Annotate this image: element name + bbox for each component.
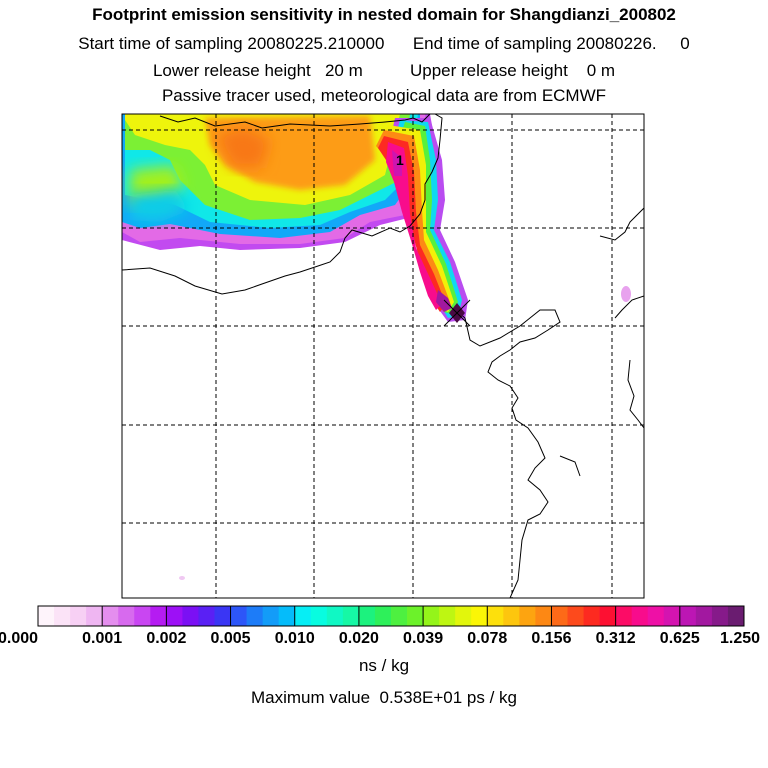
plume-station-core	[436, 290, 452, 312]
plume-pink	[386, 142, 442, 310]
lower-value: 20 m	[324, 61, 363, 80]
station-cross-b	[443, 299, 471, 327]
colorbar-cell	[278, 606, 296, 626]
patch-south	[179, 576, 185, 580]
chart-title: Footprint emission sensitivity in nested…	[92, 5, 676, 24]
upper-value: 0 m	[586, 61, 616, 80]
colorbar-cell	[535, 606, 552, 626]
colorbar-tick-label: 1.250	[719, 630, 761, 647]
colorbar-cell	[262, 606, 280, 626]
colorbar-cell	[599, 606, 617, 626]
coast-east	[599, 207, 644, 241]
colorbar-frame	[37, 605, 745, 627]
colorbar-cell	[519, 606, 536, 626]
colorbar-cell	[471, 606, 488, 626]
colorbar-tick-label: 0.001	[82, 630, 123, 647]
colorbar-unit: ns / kg	[358, 656, 410, 675]
coast-east-small	[559, 455, 581, 477]
max-value: 0.538E+01 ps / kg	[379, 688, 518, 707]
footprint-cyan-patch	[130, 190, 190, 222]
colorbar-tick-label: 0.625	[659, 630, 700, 647]
colorbar-cell	[294, 606, 312, 626]
grid-lines	[122, 114, 644, 598]
coast-bohai	[457, 309, 561, 598]
coast-korea	[614, 295, 644, 319]
coast-korea-south	[627, 359, 644, 429]
colorbar-cell	[198, 606, 215, 626]
max-label: Maximum value	[250, 688, 371, 707]
colorbar-cell	[439, 606, 456, 626]
colorbar-cell	[455, 606, 472, 626]
colorbar-cell	[391, 606, 408, 626]
colorbar-cell	[166, 606, 183, 626]
colorbar-cell	[70, 606, 87, 626]
start-value: 20080225.210000	[247, 34, 385, 53]
colorbar-cell	[246, 606, 264, 626]
colorbar-cell	[102, 606, 119, 626]
station-marker	[443, 299, 471, 327]
sensitivity-field	[122, 114, 631, 580]
colorbar-cell	[487, 606, 504, 626]
colorbar-cell	[679, 606, 697, 626]
colorbar-cell	[423, 606, 440, 626]
colorbar-cell	[230, 606, 247, 626]
colorbar-cell	[503, 606, 520, 626]
end-extra: 0	[680, 34, 690, 53]
colorbar-cell	[615, 606, 633, 626]
coastlines	[122, 114, 644, 598]
colorbar-cell	[695, 606, 713, 626]
colorbar-cell	[134, 606, 151, 626]
plume-core	[392, 150, 402, 176]
colorbar-cell	[118, 606, 135, 626]
release-heights: Lower release height 20 m Upper release …	[0, 61, 768, 81]
max-value-line: Maximum value 0.538E+01 ps / kg	[0, 688, 768, 708]
lower-label: Lower release height	[152, 61, 311, 80]
colorbar-cell	[711, 606, 729, 626]
sampling-times: Start time of sampling 20080225.210000 E…	[0, 34, 768, 54]
colorbar-cell	[54, 606, 71, 626]
colorbar-cell	[407, 606, 424, 626]
upper-label: Upper release height	[409, 61, 568, 80]
colorbar-cell	[567, 606, 584, 626]
colorbar-cell	[182, 606, 199, 626]
colorbar-cell	[631, 606, 649, 626]
colorbar-cell	[727, 606, 745, 626]
colorbar-cell	[214, 606, 231, 626]
footprint-dark-orange-core	[215, 126, 270, 168]
colorbar-tick-label: 0.312	[595, 630, 636, 647]
colorbar-cell	[358, 606, 376, 626]
colorbar	[38, 606, 745, 626]
colorbar-tick-label: 0.020	[338, 630, 379, 647]
colorbar-cell	[647, 606, 665, 626]
colorbar-cell	[326, 606, 344, 626]
colorbar-tick-label: 0.039	[403, 630, 444, 647]
end-label: End time of sampling	[412, 34, 572, 53]
map-frame	[121, 113, 645, 599]
colorbar-cell	[38, 606, 55, 626]
colorbar-cell	[374, 606, 392, 626]
patch-east	[621, 286, 631, 302]
colorbar-cell	[342, 606, 360, 626]
colorbar-cell	[551, 606, 568, 626]
border-north	[159, 114, 431, 129]
tracer-info: Passive tracer used, meteorological data…	[161, 86, 607, 105]
end-value: 20080226.	[576, 34, 657, 53]
colorbar-cell	[150, 606, 167, 626]
max-marker-label: 1	[396, 152, 404, 168]
colorbar-cell	[583, 606, 600, 626]
start-label: Start time of sampling	[78, 34, 243, 53]
colorbar-tick-label: 0.078	[467, 630, 508, 647]
colorbar-cell	[86, 606, 103, 626]
colorbar-cell	[310, 606, 328, 626]
colorbar-tick-label: 0.000	[0, 630, 39, 647]
colorbar-tick-label: 0.005	[210, 630, 251, 647]
colorbar-tick-label: 0.010	[274, 630, 315, 647]
border-inner	[122, 114, 443, 295]
colorbar-tick-label: 0.156	[531, 630, 572, 647]
colorbar-tick-label: 0.002	[146, 630, 187, 647]
colorbar-cell	[663, 606, 681, 626]
